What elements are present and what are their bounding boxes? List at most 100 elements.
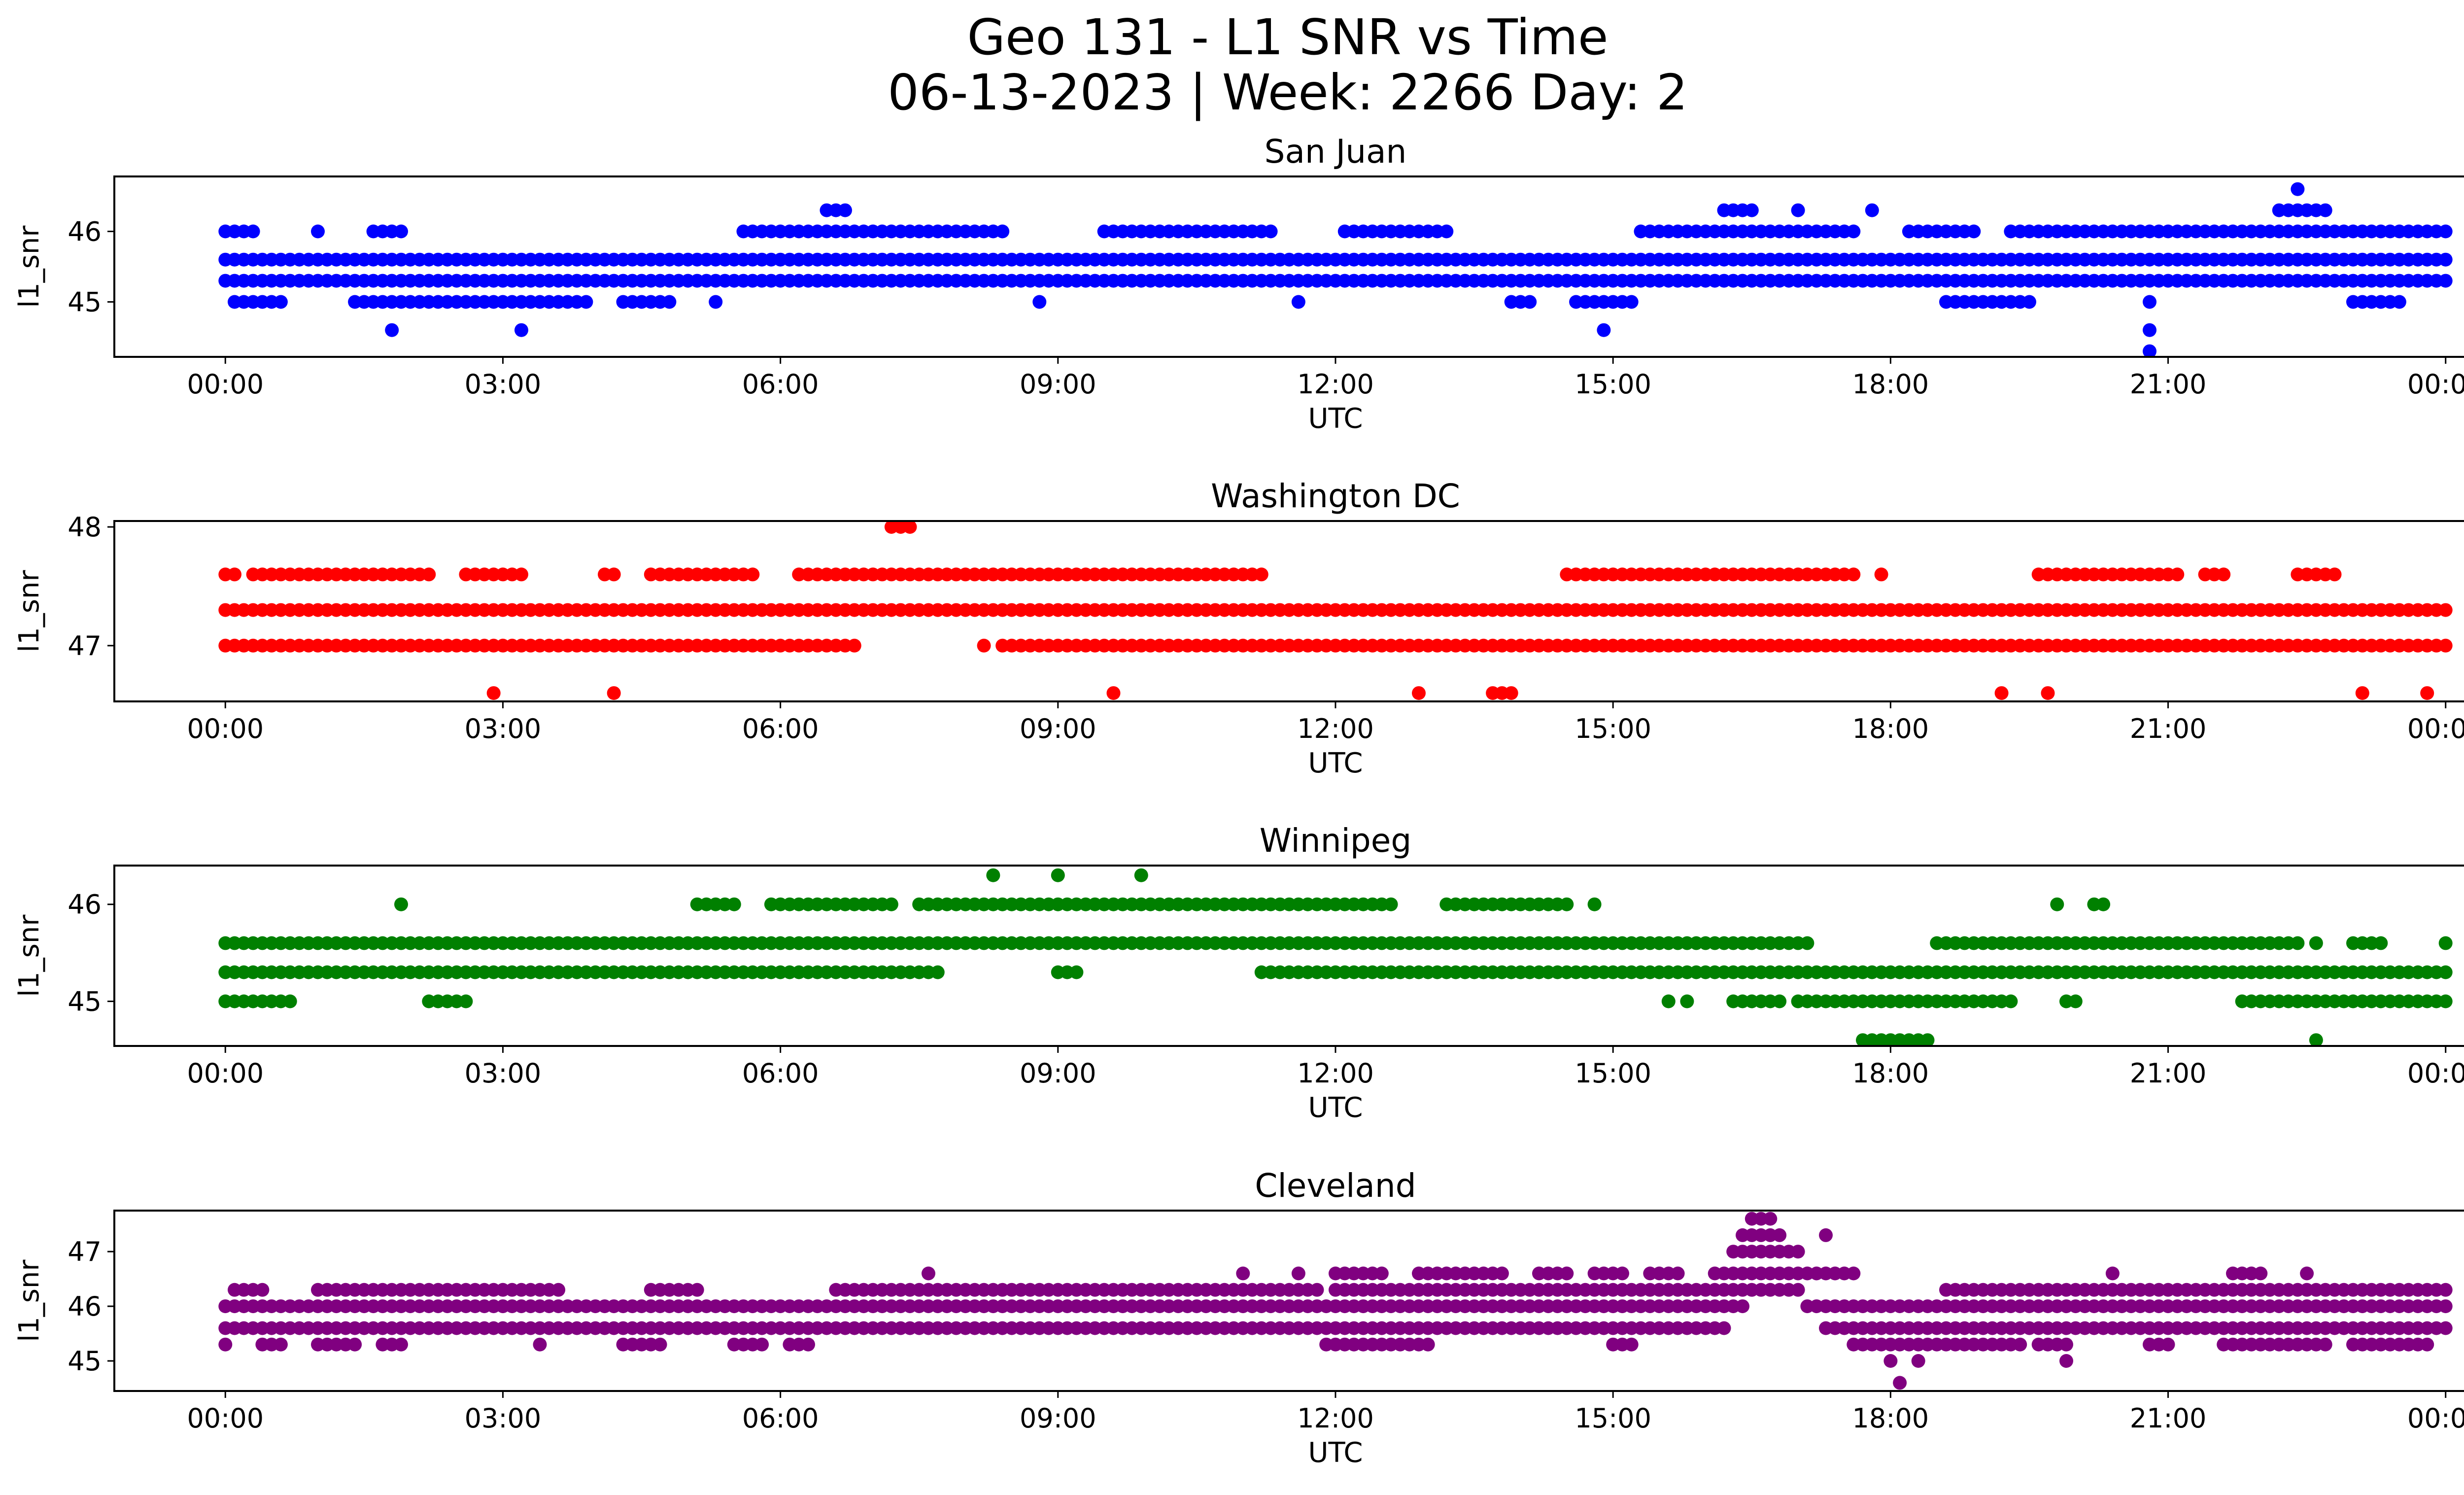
x-tick-label: 15:00 xyxy=(1574,713,1651,744)
series-level xyxy=(1736,1228,1833,1242)
data-point xyxy=(218,1337,233,1352)
data-point xyxy=(2059,1354,2073,1368)
y-tick-label: 46 xyxy=(68,216,102,247)
x-tick-label: 09:00 xyxy=(1020,1403,1096,1434)
scatter-points xyxy=(218,182,2453,357)
data-point xyxy=(922,1266,935,1281)
data-point xyxy=(1791,203,1805,217)
data-point xyxy=(2217,567,2231,582)
x-tick-label: 12:00 xyxy=(1297,369,1374,400)
data-point xyxy=(283,994,297,1008)
data-point xyxy=(607,686,621,700)
subplot-washington-dc: Washington DC 00:00 03:00 06:00 09:00 12:00 15… xyxy=(13,477,2464,779)
data-point xyxy=(2041,686,2055,700)
data-point xyxy=(2420,686,2434,700)
data-point xyxy=(2318,1337,2332,1352)
data-point xyxy=(2300,1266,2314,1281)
data-point xyxy=(2170,567,2185,582)
data-point xyxy=(551,1283,566,1297)
data-point xyxy=(2374,936,2388,950)
x-tick-label: 00:00 xyxy=(2407,713,2464,744)
data-point xyxy=(1680,994,1694,1008)
data-point xyxy=(1254,567,1268,582)
data-point xyxy=(1745,203,1759,217)
data-point xyxy=(2438,274,2453,288)
series-level xyxy=(218,1299,2453,1314)
data-point xyxy=(690,1283,704,1297)
scatter-points xyxy=(218,521,2453,700)
data-point xyxy=(1800,936,1814,950)
x-tick-label: 03:00 xyxy=(465,713,542,744)
series-level xyxy=(1856,1033,2323,1046)
series-level xyxy=(218,936,2453,950)
data-point xyxy=(1134,868,1148,882)
data-point xyxy=(579,295,593,309)
series-level xyxy=(2143,344,2156,357)
data-point xyxy=(801,1337,815,1352)
series-level xyxy=(820,203,2332,217)
data-point xyxy=(2438,994,2453,1008)
x-tick-label: 03:00 xyxy=(465,1058,542,1089)
subplot-title: San Juan xyxy=(1265,133,1407,171)
data-point xyxy=(1624,1337,1639,1352)
series-level xyxy=(218,965,2453,979)
data-point xyxy=(246,224,260,239)
data-point xyxy=(1847,567,1861,582)
series-level xyxy=(218,1337,2434,1352)
data-point xyxy=(2327,567,2342,582)
data-point xyxy=(977,638,991,653)
subplot-san-juan: San Juan 00:00 03:00 06:00 09:00 12:00 15:00 18… xyxy=(13,133,2464,435)
data-point xyxy=(394,1337,408,1352)
data-point xyxy=(2438,638,2453,653)
data-point xyxy=(1847,224,1861,239)
data-point xyxy=(1291,295,1305,309)
data-point xyxy=(1421,1337,1435,1352)
data-point xyxy=(1883,1354,1898,1368)
series-level xyxy=(1893,1376,1907,1390)
subplot-title: Winnipeg xyxy=(1260,822,1412,860)
x-tick-label: 18:00 xyxy=(1852,1403,1929,1434)
series-level xyxy=(218,603,2453,617)
data-point xyxy=(2291,182,2305,196)
data-point xyxy=(2355,686,2369,700)
data-point xyxy=(930,965,945,979)
data-point xyxy=(1439,224,1454,239)
x-tick-label: 09:00 xyxy=(1020,1058,1096,1089)
data-point xyxy=(1264,224,1278,239)
subplot-cleveland: Cleveland 00:00 03:00 06:00 09:00 12:00 15:00 1… xyxy=(13,1167,2464,1469)
x-tick-label: 00:00 xyxy=(2407,1058,2464,1089)
data-point xyxy=(1763,1212,1778,1226)
x-tick-label: 21:00 xyxy=(2130,1058,2207,1089)
series-level xyxy=(228,295,2406,309)
x-tick-label: 06:00 xyxy=(742,1403,819,1434)
data-point xyxy=(394,897,408,911)
data-point xyxy=(394,224,408,239)
y-axis-label: l1_snr xyxy=(13,1259,45,1342)
data-point xyxy=(348,1337,362,1352)
y-tick-label: 47 xyxy=(68,1236,102,1267)
y-axis-label: l1_snr xyxy=(13,914,45,997)
series-level xyxy=(922,1266,2314,1281)
series-level xyxy=(385,323,2156,337)
data-point xyxy=(2059,1337,2073,1352)
data-point xyxy=(2143,295,2156,309)
data-point xyxy=(1661,994,1676,1008)
data-point xyxy=(755,1337,769,1352)
data-point xyxy=(228,567,241,582)
figure-title-line2: 06-13-2023 | Week: 2266 Day: 2 xyxy=(888,64,1687,121)
x-tick-label: 15:00 xyxy=(1574,1403,1651,1434)
subplot-title: Cleveland xyxy=(1255,1167,1416,1205)
y-tick-label: 48 xyxy=(68,512,102,543)
data-point xyxy=(1773,1228,1787,1242)
x-tick-label: 12:00 xyxy=(1297,1058,1374,1089)
data-point xyxy=(1106,686,1121,700)
data-point xyxy=(1523,295,1537,309)
data-point xyxy=(1587,897,1602,911)
x-tick-label: 15:00 xyxy=(1574,1058,1651,1089)
data-point xyxy=(2022,295,2036,309)
data-point xyxy=(838,203,852,217)
data-point xyxy=(2420,1337,2434,1352)
x-tick-label: 18:00 xyxy=(1852,369,1929,400)
data-point xyxy=(2438,1283,2453,1297)
data-point xyxy=(1560,1266,1574,1281)
